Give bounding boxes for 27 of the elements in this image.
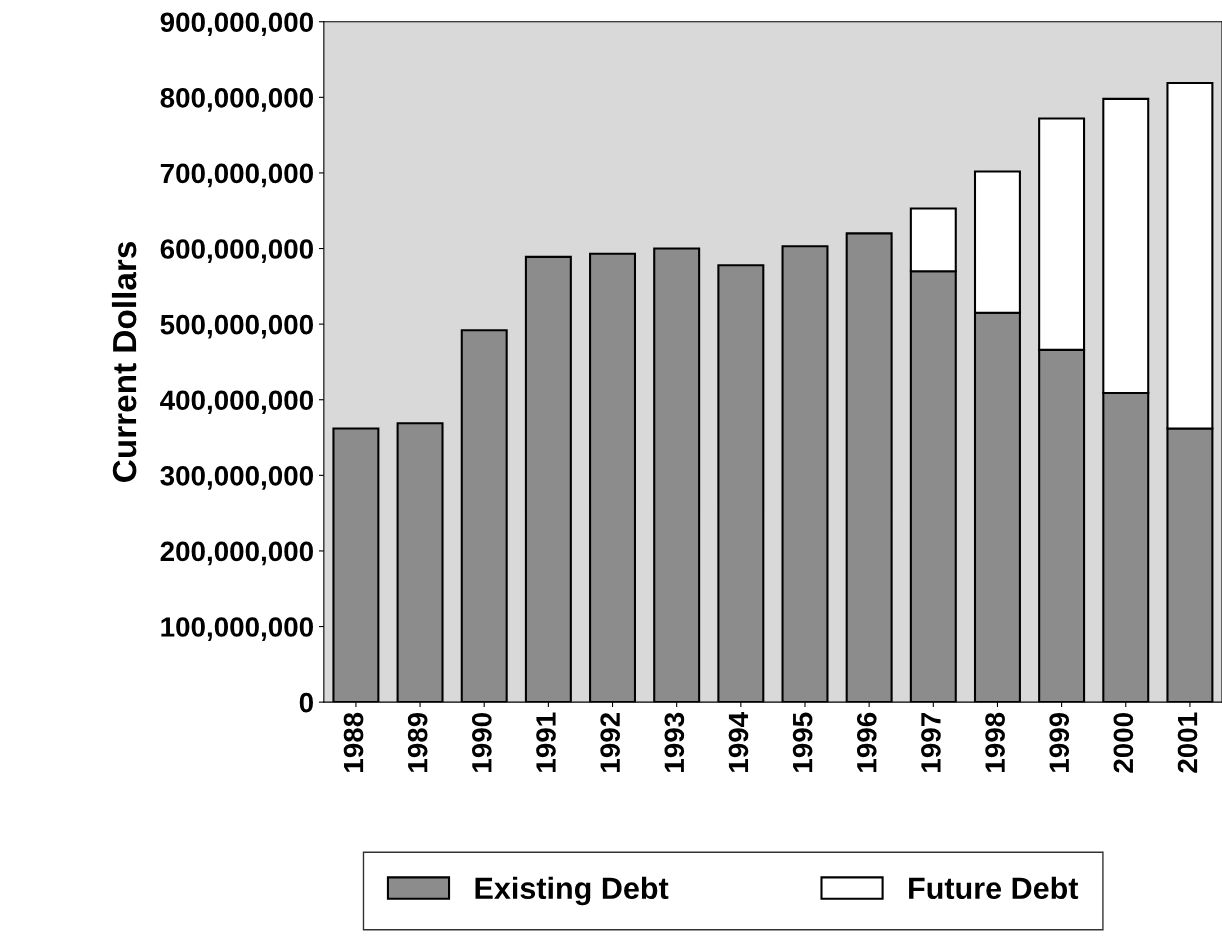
x-tick-label: 1999 [1049, 712, 1070, 772]
y-tick-label: 300,000,000 [160, 466, 313, 490]
y-tick-label: 500,000,000 [160, 314, 313, 339]
y-axis-title: Current Dollars [111, 241, 137, 482]
y-tick-label: 200,000,000 [160, 541, 313, 566]
y-tick-label: 800,000,000 [160, 88, 313, 112]
y-tick-label: 700,000,000 [160, 163, 313, 188]
x-tick-label: 1991 [536, 712, 556, 772]
x-tick-label: 1997 [921, 713, 941, 772]
x-tick-label: 1988 [343, 712, 364, 772]
legend-label: Existing Debt [475, 876, 669, 906]
x-tick-label: 1998 [985, 712, 1005, 772]
x-tick-label: 1995 [792, 712, 813, 772]
x-tick-label: 1990 [472, 712, 492, 772]
y-tick-label: 900,000,000 [160, 12, 313, 37]
y-tick-label: 0 [299, 692, 313, 713]
x-tick-label: 2001 [1177, 712, 1198, 773]
y-tick-label: 400,000,000 [160, 390, 313, 415]
x-tick-label: 1993 [664, 712, 685, 772]
y-tick-label: 600,000,000 [160, 239, 313, 263]
x-tick-label: 2000 [1113, 712, 1134, 773]
x-tick-label: 1989 [407, 712, 428, 772]
x-tick-label: 1996 [856, 712, 877, 772]
x-tick-label: 1992 [600, 712, 620, 772]
x-tick-label: 1994 [728, 712, 749, 772]
legend-label: Future Debt [909, 876, 1079, 900]
y-tick-label: 100,000,000 [161, 617, 313, 641]
